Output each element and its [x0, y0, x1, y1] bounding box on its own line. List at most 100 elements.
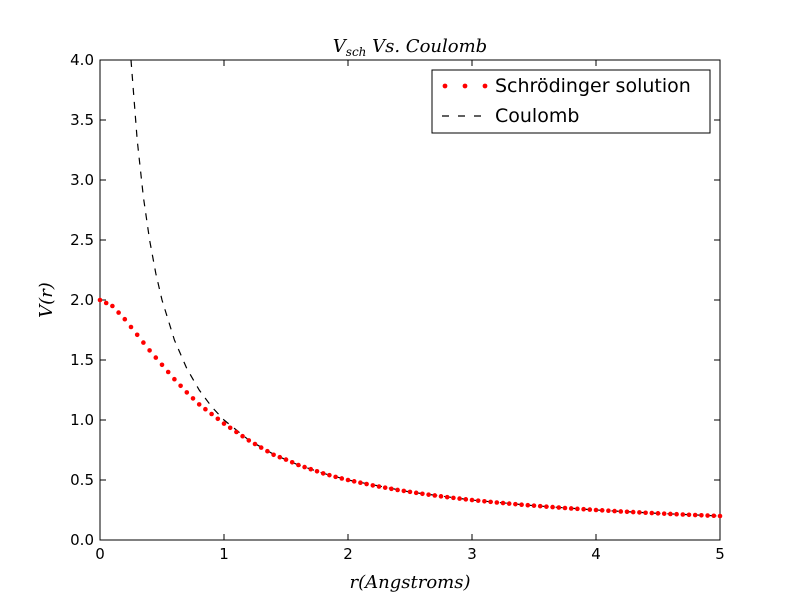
schrodinger-point: [178, 383, 183, 389]
schrodinger-point: [630, 509, 636, 515]
schrodinger-point: [128, 324, 134, 330]
schrodinger-point: [556, 505, 562, 510]
y-tick-label: 0.5: [70, 471, 94, 489]
schrodinger-point: [661, 511, 667, 516]
y-tick-label: 0.0: [70, 531, 94, 549]
schrodinger-point: [283, 457, 289, 462]
schrodinger-point: [302, 464, 307, 470]
title-sub: sch: [346, 45, 367, 59]
schrodinger-point: [407, 489, 413, 495]
schrodinger-point: [618, 509, 624, 514]
schrodinger-point: [581, 506, 586, 512]
axis-ticks: 0 1 2 3 4 5 0.0 0.5 1.0 1.5 2.0 2.5 3.0 3.5 4.0: [70, 51, 725, 563]
schrodinger-point: [643, 510, 648, 516]
schrodinger-point: [358, 480, 363, 486]
schrodinger-point: [513, 501, 518, 507]
schrodinger-point: [240, 433, 245, 439]
x-tick-label: 4: [591, 545, 601, 563]
series-layer: [97, 59, 723, 519]
schrodinger-point: [215, 416, 221, 422]
y-tick-label: 1.0: [70, 411, 94, 429]
schrodinger-point: [711, 513, 717, 519]
y-tick-label: 3.5: [70, 111, 94, 129]
schrodinger-point: [141, 340, 146, 345]
schrodinger-point: [314, 469, 320, 474]
schrodinger-point: [680, 512, 686, 517]
schrodinger-point: [110, 303, 115, 309]
schrodinger-point: [420, 491, 425, 497]
schrodinger-point: [351, 479, 357, 484]
legend-label-schrodinger: Schrödinger solution: [495, 75, 691, 97]
schrodinger-point: [494, 500, 500, 505]
schrodinger-point: [376, 484, 382, 489]
schrodinger-point: [221, 421, 227, 426]
schrodinger-point: [525, 502, 531, 508]
schrodinger-point: [686, 512, 692, 518]
schrodinger-point: [258, 445, 264, 450]
y-tick-label: 4.0: [70, 51, 94, 69]
schrodinger-point: [438, 494, 444, 499]
schrodinger-point: [395, 487, 400, 493]
schrodinger-point: [209, 411, 214, 417]
schrodinger-point: [308, 466, 314, 472]
schrodinger-point: [296, 462, 301, 468]
schrodinger-point: [637, 510, 642, 515]
schrodinger-point: [506, 501, 512, 506]
schrodinger-point: [593, 507, 599, 513]
schrodinger-point: [159, 362, 165, 368]
schrodinger-point: [190, 396, 196, 401]
schrodinger-point: [339, 476, 345, 481]
schrodinger-point: [370, 483, 376, 488]
schrodinger-point: [277, 454, 283, 460]
schrodinger-point: [227, 425, 233, 431]
schrodinger-point: [289, 460, 295, 465]
schrodinger-point: [196, 402, 202, 407]
schrodinger-point: [103, 300, 109, 306]
schrodinger-point: [364, 481, 369, 487]
schrodinger-point: [457, 496, 462, 501]
schrodinger-point: [252, 441, 258, 447]
schrodinger-point: [451, 495, 456, 501]
schrodinger-point: [624, 509, 630, 515]
series-schrodinger: [97, 297, 723, 519]
schrodinger-point: [184, 390, 190, 395]
schrodinger-point: [382, 485, 388, 490]
schrodinger-point: [246, 438, 252, 443]
y-tick-label: 3.0: [70, 171, 94, 189]
schrodinger-point: [668, 511, 673, 517]
schrodinger-point: [537, 503, 543, 509]
x-tick-label: 0: [95, 545, 105, 563]
schrodinger-point: [426, 492, 431, 497]
schrodinger-point: [333, 474, 338, 480]
schrodinger-point: [401, 488, 407, 494]
schrodinger-point: [575, 506, 580, 512]
chart-title: Vsch Vs. Coulomb: [333, 36, 487, 59]
schrodinger-point: [692, 512, 698, 518]
schrodinger-point: [203, 406, 208, 412]
schrodinger-point: [519, 502, 524, 508]
schrodinger-point: [587, 507, 593, 512]
schrodinger-point: [469, 497, 475, 503]
schrodinger-point: [612, 508, 617, 514]
schrodinger-point: [389, 486, 394, 492]
title-main: V: [333, 36, 348, 57]
y-tick-label: 2.0: [70, 291, 94, 309]
schrodinger-point: [606, 508, 611, 514]
schrodinger-point: [599, 508, 605, 513]
schrodinger-point: [320, 471, 326, 476]
x-tick-label: 5: [715, 545, 725, 563]
legend: Schrödinger solution Coulomb: [431, 69, 711, 134]
legend-marker-schrodinger-dot-1: [442, 83, 448, 89]
legend-label-coulomb: Coulomb: [495, 105, 579, 127]
schrodinger-point: [345, 477, 351, 483]
x-axis-label: r(Angstroms): [350, 572, 471, 593]
legend-marker-schrodinger-dot-2: [462, 83, 468, 89]
schrodinger-point: [699, 512, 704, 518]
legend-box: [431, 69, 711, 134]
schrodinger-point: [717, 513, 723, 519]
schrodinger-point: [649, 510, 655, 516]
schrodinger-point: [147, 348, 152, 353]
schrodinger-point: [562, 505, 568, 511]
schrodinger-point: [531, 503, 537, 508]
